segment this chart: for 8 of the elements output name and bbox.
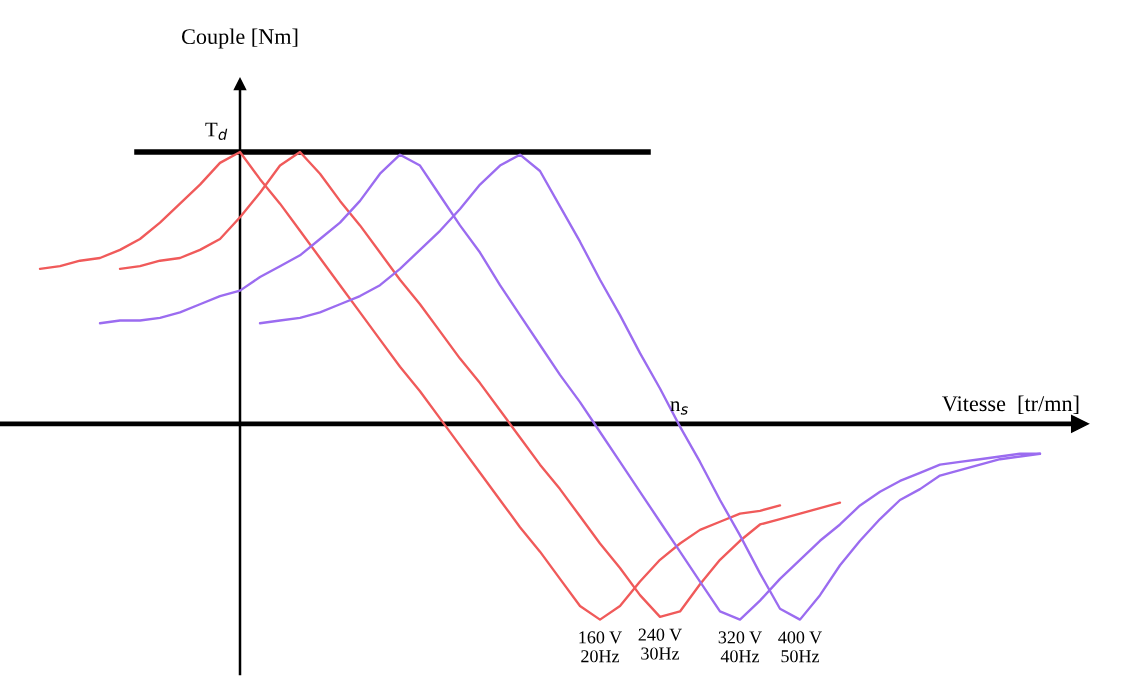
annotation: n$_{s}$ <box>670 401 688 415</box>
series-label: 160 V 20Hz <box>579 631 622 663</box>
x-axis-title: Vitesse [tr/mn] <box>942 395 1079 414</box>
series-label: 400 V 50Hz <box>778 631 822 663</box>
ref-line-label: T$_{d}$ <box>205 122 228 140</box>
series-label: 320 V 40Hz <box>718 631 762 663</box>
y-axis-title: Couple [Nm] <box>181 28 298 49</box>
series-label: 240 V 30Hz <box>638 628 682 660</box>
